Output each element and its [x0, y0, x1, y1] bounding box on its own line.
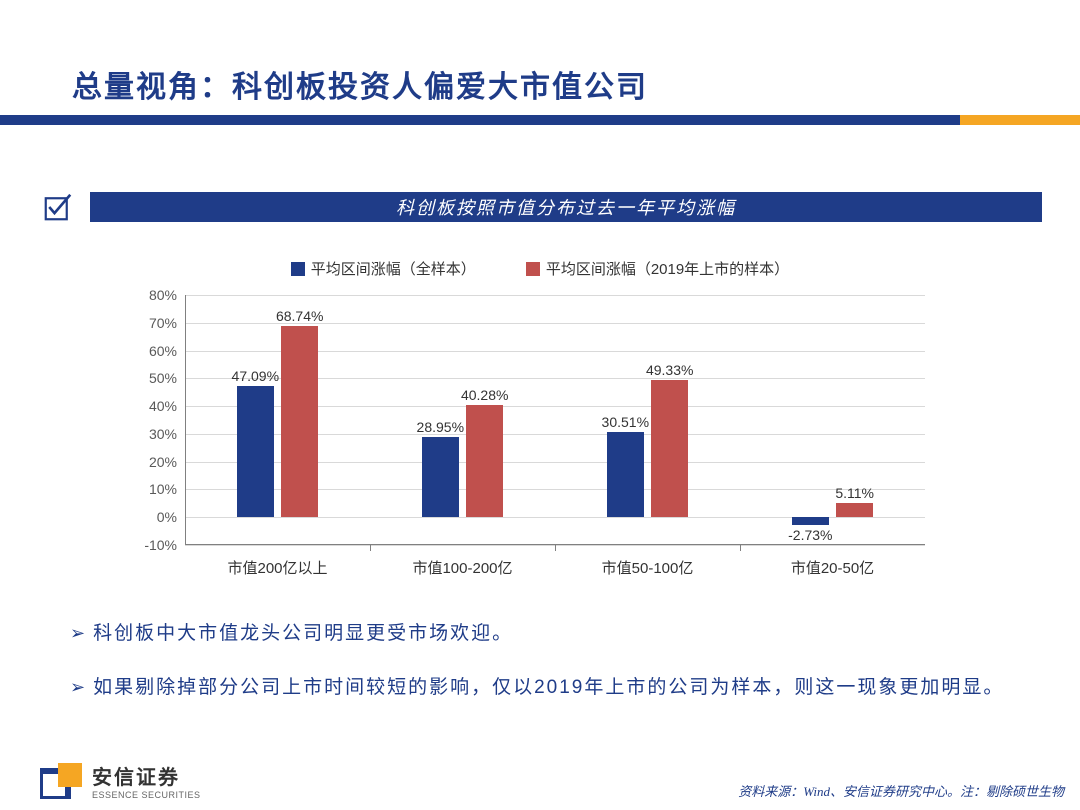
y-tick-label: 80%	[149, 287, 185, 303]
slide: 总量视角：科创板投资人偏爱大市值公司 科创板按照市值分布过去一年平均涨幅 平均区…	[0, 0, 1080, 810]
slide-title: 总量视角：科创板投资人偏爱大市值公司	[72, 62, 648, 106]
title-bar-navy	[0, 115, 960, 125]
x-tick-label: 市值20-50亿	[791, 545, 874, 578]
logo-en: ESSENCE SECURITIES	[92, 790, 201, 800]
y-tick-label: 60%	[149, 343, 185, 359]
y-tick-label: 40%	[149, 398, 185, 414]
check-icon	[44, 193, 72, 221]
x-tick	[555, 545, 556, 551]
chart-legend: 平均区间涨幅（全样本） 平均区间涨幅（2019年上市的样本）	[130, 258, 950, 279]
legend-label: 平均区间涨幅（2019年上市的样本）	[546, 258, 789, 279]
legend-item: 平均区间涨幅（全样本）	[291, 258, 476, 279]
x-tick-label: 市值50-100亿	[602, 545, 694, 578]
bullets: ➢ 科创板中大市值龙头公司明显更受市场欢迎。 ➢ 如果剔除掉部分公司上市时间较短的影响…	[70, 618, 1020, 727]
logo-cn: 安信证券	[92, 761, 201, 790]
y-tick-label: 0%	[157, 509, 185, 525]
x-tick	[740, 545, 741, 551]
y-tick-label: 70%	[149, 315, 185, 331]
subtitle-bar: 科创板按照市值分布过去一年平均涨幅	[90, 192, 1042, 222]
bullet-text: 科创板中大市值龙头公司明显更受市场欢迎。	[93, 618, 513, 650]
bullet-row: ➢ 如果剔除掉部分公司上市时间较短的影响，仅以2019年上市的公司为样本，则这一现…	[70, 672, 1020, 704]
subtitle-row: 科创板按照市值分布过去一年平均涨幅	[44, 192, 1042, 222]
x-tick-label: 市值100-200亿	[412, 545, 512, 578]
y-tick-label: 50%	[149, 370, 185, 386]
x-tick	[370, 545, 371, 551]
bullet-arrow-icon: ➢	[70, 618, 85, 649]
y-tick-label: 10%	[149, 481, 185, 497]
y-tick-label: 30%	[149, 426, 185, 442]
legend-label: 平均区间涨幅（全样本）	[311, 258, 476, 279]
subtitle-text: 科创板按照市值分布过去一年平均涨幅	[396, 194, 736, 220]
legend-swatch	[526, 262, 540, 276]
y-tick-label: -10%	[144, 537, 185, 553]
logo: 安信证券 ESSENCE SECURITIES	[40, 761, 201, 800]
legend-swatch	[291, 262, 305, 276]
chart-plot: 47.09%68.74%28.95%40.28%30.51%49.33%-2.7…	[185, 295, 925, 545]
chart: 平均区间涨幅（全样本） 平均区间涨幅（2019年上市的样本） 47.09%68.7…	[130, 250, 950, 590]
logo-icon	[40, 763, 82, 799]
logo-text: 安信证券 ESSENCE SECURITIES	[92, 761, 201, 800]
legend-item: 平均区间涨幅（2019年上市的样本）	[526, 258, 789, 279]
bullet-row: ➢ 科创板中大市值龙头公司明显更受市场欢迎。	[70, 618, 1020, 650]
bullet-arrow-icon: ➢	[70, 672, 85, 703]
bullet-text: 如果剔除掉部分公司上市时间较短的影响，仅以2019年上市的公司为样本，则这一现象…	[93, 672, 1004, 704]
y-tick-label: 20%	[149, 454, 185, 470]
x-tick-label: 市值200亿以上	[227, 545, 327, 578]
title-bar-orange	[960, 115, 1080, 125]
footer: 安信证券 ESSENCE SECURITIES 资料来源：Wind、安信证券研究…	[0, 761, 1080, 800]
source-text: 资料来源：Wind、安信证券研究中心。注：剔除硕世生物	[738, 781, 1064, 800]
chart-x-labels: 市值200亿以上市值100-200亿市值50-100亿市值20-50亿	[185, 295, 925, 545]
